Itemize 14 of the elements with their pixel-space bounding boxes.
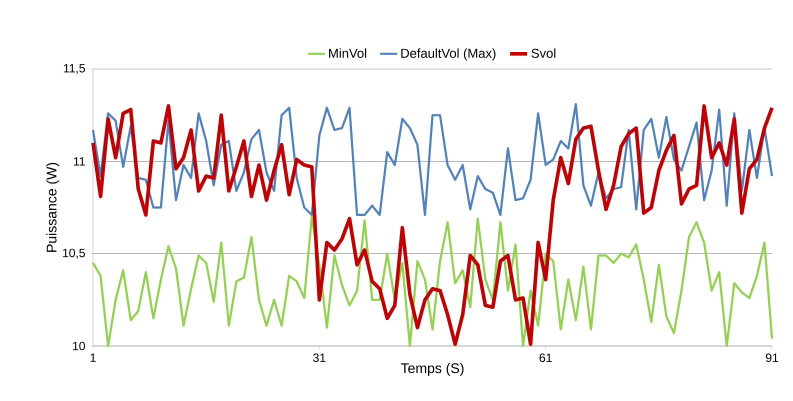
x-tick-label: 31	[313, 354, 326, 362]
legend-label: MinVol	[329, 48, 366, 58]
y-tick-label: 10,5	[63, 248, 85, 259]
x-tick-label: 91	[766, 354, 778, 362]
y-tick-label: 11	[74, 157, 85, 166]
x-tick-label: 1	[90, 354, 96, 362]
y-axis-title: Puissance (W)	[46, 162, 60, 252]
legend-label: DefaultVol (Max)	[401, 48, 496, 60]
x-tick-label: 61	[540, 354, 552, 362]
x-axis-title: Temps (S)	[400, 362, 464, 376]
legend-label: Svol	[532, 48, 556, 58]
y-tick-label: 10	[73, 342, 86, 350]
y-tick-label: 11,5	[64, 64, 85, 74]
line-series	[92, 102, 774, 216]
